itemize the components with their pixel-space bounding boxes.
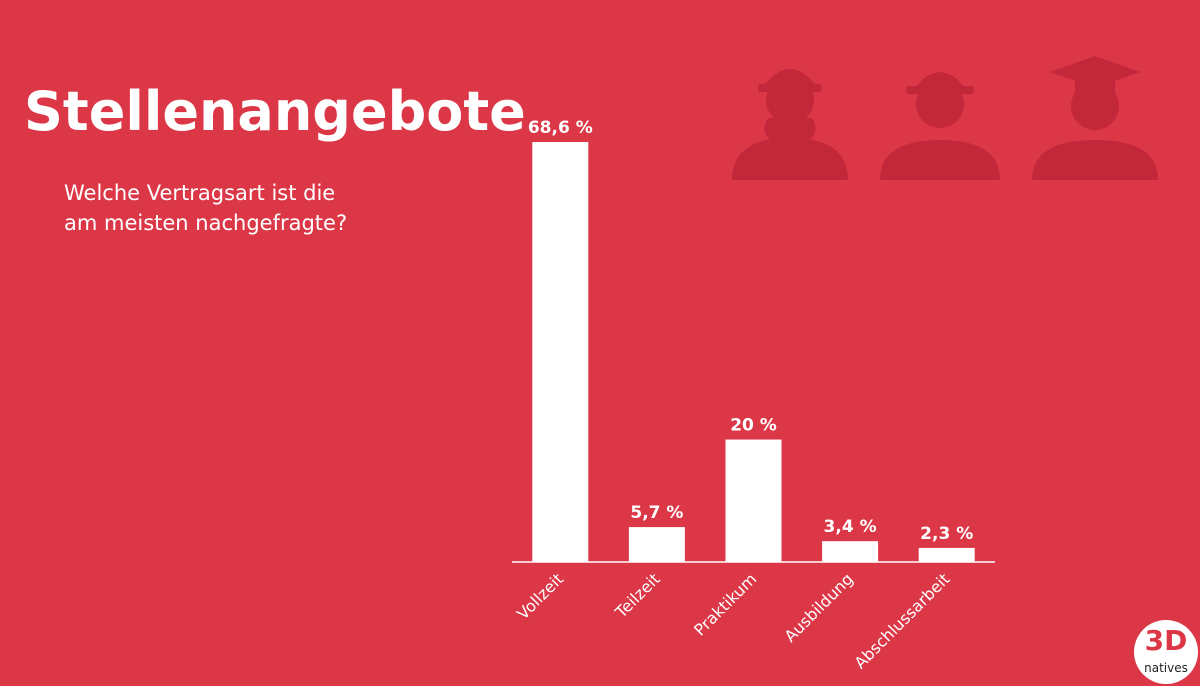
x-tick-label: Ausbildung [781, 569, 857, 645]
value-label: 5,7 % [630, 503, 683, 523]
value-label: 2,3 % [920, 524, 973, 544]
icons [732, 56, 1158, 180]
logo-badge [1134, 620, 1198, 684]
bar [628, 527, 685, 562]
bar [918, 547, 975, 562]
x-tick-label: Vollzeit [513, 569, 567, 623]
bar [725, 439, 782, 562]
logo-subtext: natives [1144, 661, 1188, 675]
bar [822, 541, 879, 562]
value-label: 20 % [730, 416, 777, 436]
x-tick-label: Abschlussarbeit [850, 569, 953, 672]
value-label: 68,6 % [528, 118, 593, 138]
chart-subtitle: Welche Vertragsart ist die am meisten na… [64, 181, 348, 235]
bar [532, 142, 589, 562]
value-label: 3,4 % [824, 517, 877, 537]
x-tick-label: Praktikum [690, 569, 760, 639]
x-tick-label: Teilzeit [611, 569, 664, 622]
logo-text: 3D [1145, 624, 1188, 657]
chart-title: Stellenangebote [24, 80, 526, 143]
